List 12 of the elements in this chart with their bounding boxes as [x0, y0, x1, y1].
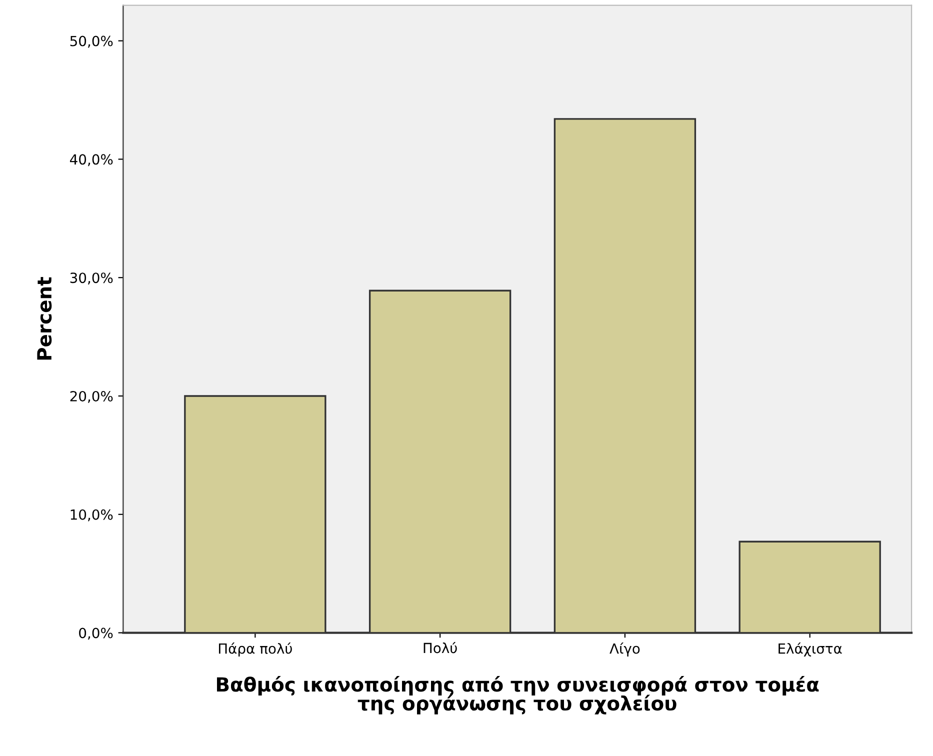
- x-tick-label: Ελάχιστα: [778, 642, 842, 656]
- x-tick-label: Πολύ: [424, 642, 457, 654]
- y-tick-label: 50,0%: [70, 36, 113, 48]
- x-tick-label: Λίγο: [610, 642, 640, 656]
- y-axis-title: Percent: [37, 277, 52, 360]
- x-axis-title: Βαθμός ικανοποίησης από την συνεισφορά στον τομέα της οργάνωσης του σχολείου: [216, 676, 819, 714]
- y-tick-label: 0,0%: [79, 628, 113, 640]
- y-tick-label: 40,0%: [70, 154, 113, 166]
- y-tick-label: 10,0%: [70, 509, 113, 522]
- x-tick-label: Πάρα πολύ: [218, 642, 292, 656]
- y-tick-label: 30,0%: [70, 272, 113, 284]
- y-tick-label: 20,0%: [70, 390, 113, 403]
